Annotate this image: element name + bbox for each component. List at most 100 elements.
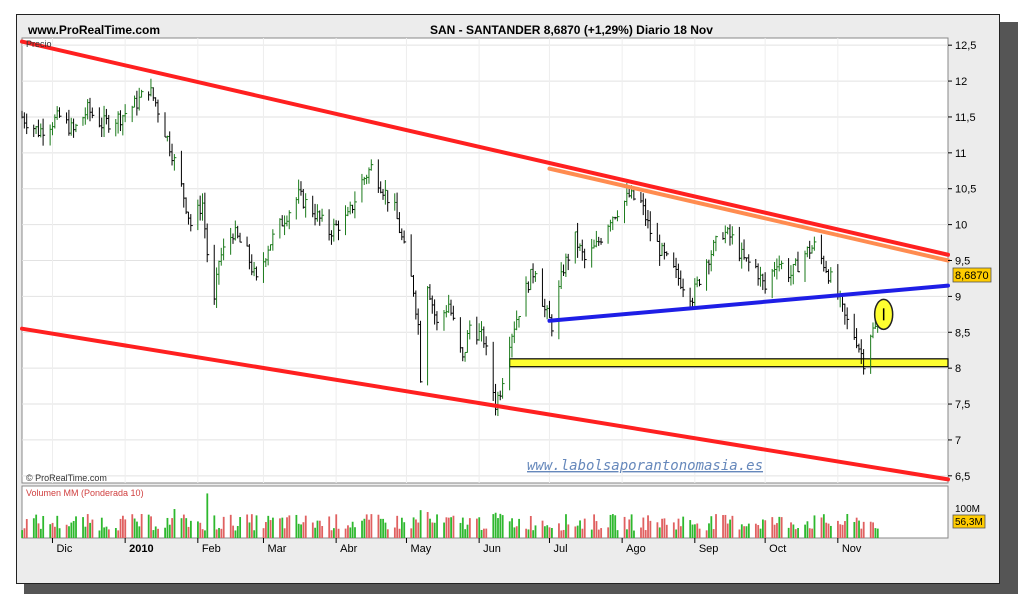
volume-bar <box>813 515 816 538</box>
volume-bar <box>119 518 122 538</box>
volume-bar <box>124 519 127 538</box>
volume-bar <box>157 528 159 538</box>
volume-bar <box>138 526 141 538</box>
header-site[interactable]: www.ProRealTime.com <box>27 23 160 37</box>
volume-bar <box>133 518 136 538</box>
volume-bar <box>86 514 89 538</box>
volume-bar <box>253 530 256 538</box>
volume-bar <box>56 515 59 538</box>
volume-bar <box>745 526 748 538</box>
volume-bar <box>511 518 513 538</box>
x-tick-label: Mar <box>267 543 286 555</box>
volume-bar <box>295 514 298 538</box>
volume-bar <box>279 518 281 538</box>
volume-bar <box>443 522 445 538</box>
volume-bar <box>35 514 38 538</box>
volume-bar <box>318 520 321 538</box>
y-axis: 6,5 7 7,5 8 8,5 9 9,5 10 10,5 11 11,5 12 12,5 <box>948 40 976 483</box>
volume-bar <box>794 529 797 538</box>
copyright-label: © ProRealTime.com <box>26 473 107 483</box>
volume-bar <box>464 529 467 538</box>
volume-bar <box>368 519 370 538</box>
volume-bar <box>100 517 103 538</box>
volume-bar <box>173 509 176 538</box>
volume-bar <box>576 525 579 538</box>
volume-bar <box>187 526 190 538</box>
x-tick-label: Oct <box>769 543 786 555</box>
volume-bar <box>417 522 420 538</box>
volume-bar <box>579 520 581 538</box>
volume-bar <box>694 524 696 538</box>
volume-bar <box>729 519 731 538</box>
volume-bar <box>529 515 532 538</box>
volume-bar <box>731 515 734 538</box>
volume-bar <box>583 518 586 538</box>
volume-bar <box>574 526 577 538</box>
volume-bar <box>215 529 218 538</box>
volume-last-badge <box>952 514 986 529</box>
volume-bar <box>25 519 28 538</box>
volume-bar <box>642 517 645 538</box>
volume-bar <box>189 520 192 538</box>
watermark-link[interactable]: www.labolsaporantonomasia.es <box>527 458 763 474</box>
volume-bar <box>403 522 406 538</box>
volume-bar <box>377 514 380 538</box>
volume-bar <box>872 522 874 538</box>
volume-bar <box>344 528 347 538</box>
volume-bar <box>265 522 267 538</box>
volume-bar <box>747 523 750 538</box>
x-tick-label: Ago <box>626 543 646 555</box>
y-tick-label: 10,5 <box>955 184 976 196</box>
volume-bar <box>858 520 860 538</box>
volume-bar <box>354 527 356 538</box>
y-tick-label: 12 <box>955 76 967 88</box>
volume-bar <box>558 523 560 538</box>
volume-bar <box>780 517 783 538</box>
volume-bar <box>656 522 659 538</box>
volume-bar <box>239 517 242 538</box>
volume-bar <box>762 519 764 538</box>
volume-bar <box>773 524 776 538</box>
volume-bar <box>412 517 415 538</box>
volume-bar <box>787 527 790 538</box>
volume-bar <box>567 524 570 538</box>
volume-bar <box>445 517 448 538</box>
volume-bar <box>600 528 603 538</box>
volume-bar <box>131 514 134 538</box>
volume-bar <box>534 525 537 538</box>
volume-bar <box>51 522 54 538</box>
volume-bar <box>543 526 546 538</box>
volume-bar <box>234 530 237 538</box>
volume-bar <box>461 517 464 538</box>
x-tick-label: Abr <box>340 543 357 555</box>
volume-bar <box>548 527 551 538</box>
volume-bar <box>792 524 795 538</box>
volume-bar <box>105 526 108 538</box>
volume-bar <box>649 520 652 538</box>
volume-bar <box>771 517 774 538</box>
x-tick-label: Nov <box>842 543 862 555</box>
volume-bar <box>811 528 814 538</box>
volume-bar <box>122 515 124 538</box>
lower-channel-line <box>20 326 950 482</box>
volume-bar <box>386 529 389 538</box>
volume-bar <box>475 518 478 538</box>
volume-bar <box>672 522 675 538</box>
volume-bar <box>743 526 746 538</box>
volume-bar <box>68 526 70 538</box>
volume-bar <box>204 530 206 538</box>
volume-bar <box>515 526 518 538</box>
volume-bar <box>330 530 333 538</box>
volume-bar <box>647 515 649 538</box>
volume-bar <box>822 514 825 538</box>
volume-bar <box>527 529 530 538</box>
volume-bar <box>393 527 396 538</box>
volume-bar <box>370 514 373 538</box>
volume-bar <box>65 524 68 538</box>
volume-bar <box>597 529 600 538</box>
volume-bar <box>433 522 436 538</box>
volume-bar <box>628 519 631 538</box>
volume-bar <box>790 522 792 538</box>
volume-bar <box>431 522 434 538</box>
volume-bar <box>876 528 879 538</box>
